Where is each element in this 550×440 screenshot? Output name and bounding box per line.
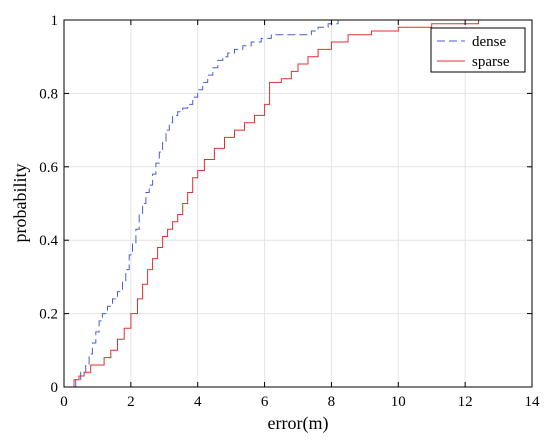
y-tick-label: 0 xyxy=(51,380,59,396)
legend-label-dense: dense xyxy=(472,34,506,50)
x-tick-label: 6 xyxy=(261,394,269,410)
plot-area-border xyxy=(63,19,533,388)
x-tick-label: 12 xyxy=(458,394,473,410)
x-tick-label: 2 xyxy=(127,394,135,410)
y-tick-label: 0.4 xyxy=(39,233,58,249)
y-axis-title: probability xyxy=(10,164,30,243)
x-tick-label: 10 xyxy=(391,394,406,410)
series-line-sparse xyxy=(73,20,479,387)
axis-ticks xyxy=(63,19,533,388)
y-tick-label: 1 xyxy=(51,13,59,29)
x-tick-label: 8 xyxy=(328,394,336,410)
x-tick-label: 0 xyxy=(60,394,68,410)
x-tick-label: 4 xyxy=(194,394,202,410)
x-axis-title: error(m) xyxy=(268,413,329,434)
y-tick-label: 0.2 xyxy=(39,307,58,323)
legend: dense sparse xyxy=(430,27,526,73)
y-tick-label: 0.6 xyxy=(39,160,58,176)
grid xyxy=(63,19,533,388)
legend-box xyxy=(430,27,526,73)
legend-label-sparse: sparse xyxy=(472,54,510,70)
series-line-dense xyxy=(75,20,339,387)
y-tick-label: 0.8 xyxy=(39,86,58,102)
series-lines xyxy=(73,20,479,387)
axis-tick-labels: 0 2 4 6 8 10 12 14 0 0.2 0.4 0.6 0.8 1 xyxy=(39,13,540,410)
x-tick-label: 14 xyxy=(525,394,541,410)
